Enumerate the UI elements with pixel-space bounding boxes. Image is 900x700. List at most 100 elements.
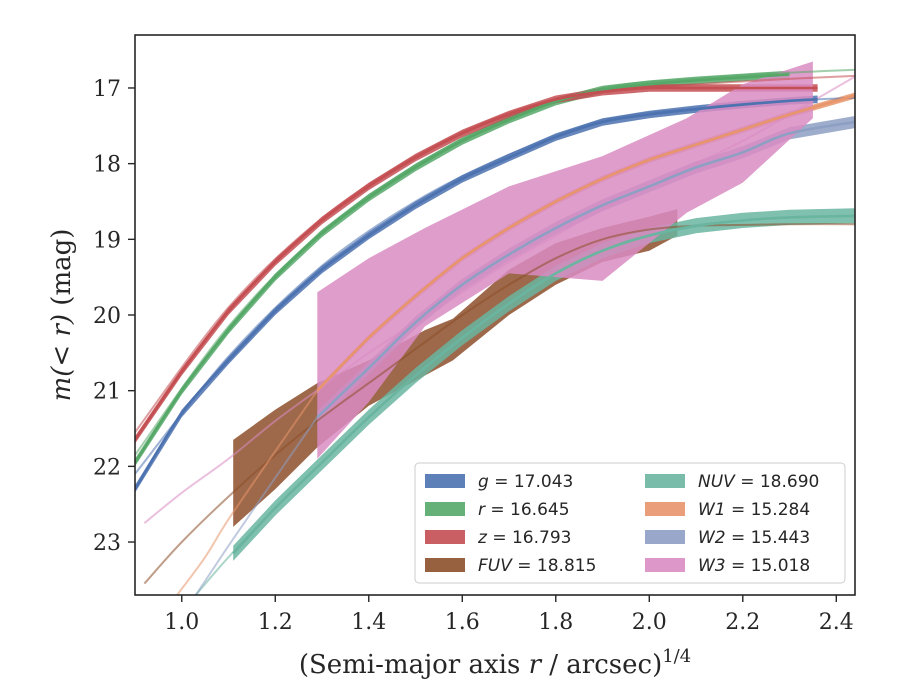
x-tick-label: 1.6 — [445, 610, 480, 635]
series-fuv-model-line — [143, 223, 855, 585]
series-z-point — [181, 371, 183, 373]
series-g-point — [695, 108, 697, 110]
legend-label-fuv: FUV = 18.815 — [478, 556, 596, 576]
legend-swatch-nuv — [645, 474, 685, 488]
series-nuv-point — [788, 216, 790, 218]
y-axis-title: m(< r) (mag) — [47, 229, 77, 402]
series-g-point — [227, 359, 229, 361]
legend-label-w1: W1 = 15.284 — [698, 500, 810, 520]
series-nuv-point — [461, 337, 463, 339]
x-tick-label: 1.2 — [258, 610, 293, 635]
series-g-point — [181, 412, 183, 414]
y-tick-label: 17 — [93, 77, 121, 102]
series-z-point — [321, 219, 323, 221]
series-r-point — [648, 83, 650, 85]
series-w1-model-line — [176, 390, 319, 595]
series-r-line — [135, 73, 790, 464]
legend-swatch-g — [425, 474, 465, 488]
series-g-point — [414, 204, 416, 206]
series-w2-line — [316, 120, 855, 419]
series-w1-point — [508, 227, 510, 229]
series-nuv-point — [274, 507, 276, 509]
legend-label-r: r = 16.645 — [478, 500, 570, 520]
y-tick-label: 23 — [93, 531, 121, 556]
y-tick-label: 21 — [93, 380, 121, 405]
legend-swatch-w3 — [645, 558, 685, 572]
axes: 1.0 1.2 1.4 1.6 1.8 2.0 2.2 2.4 17 18 19 20 21 22 23 — [93, 77, 854, 635]
series-nuv-point — [232, 552, 234, 554]
series-r-point — [461, 140, 463, 142]
series-g-point — [508, 156, 510, 158]
series-z-point — [274, 261, 276, 263]
series-g-band — [135, 95, 818, 493]
series-w2-point — [461, 284, 463, 286]
series-g-point — [742, 103, 744, 105]
series-g-point — [788, 100, 790, 102]
series-g-point — [274, 310, 276, 312]
series-r-point — [414, 166, 416, 168]
x-tick-label: 1.8 — [538, 610, 573, 635]
series-r-point — [227, 329, 229, 331]
series-w2-point — [742, 151, 744, 153]
series-r-point — [788, 73, 790, 75]
series-w2-model-line — [194, 416, 319, 595]
series-w1-point — [414, 295, 416, 297]
series-nuv-point — [508, 302, 510, 304]
legend-label-w2: W2 = 15.443 — [698, 528, 810, 548]
series-r-point — [508, 119, 510, 121]
series-w1-point — [316, 390, 318, 392]
series-z-point — [648, 87, 650, 89]
legend-frame — [414, 462, 846, 584]
series-g-point — [461, 178, 463, 180]
series-g-line — [135, 98, 818, 490]
series-w1-point — [601, 178, 603, 180]
series-nuv-point — [601, 250, 603, 252]
legend-label-nuv: NUV = 18.690 — [698, 472, 819, 492]
series-nuv-point — [555, 272, 557, 274]
series-nuv-point — [321, 461, 323, 463]
series-z-point — [508, 113, 510, 115]
series-z-point — [601, 91, 603, 93]
legend-swatch-r — [425, 502, 465, 516]
series-nuv-point — [742, 219, 744, 221]
y-tick-label: 18 — [93, 153, 121, 178]
series-g-point — [601, 121, 603, 123]
series-r-point — [274, 276, 276, 278]
series-r-point — [742, 76, 744, 78]
series-z-point — [816, 87, 818, 89]
series-g-point — [816, 98, 818, 100]
series-w1-point — [742, 128, 744, 130]
series-w1-point — [461, 257, 463, 259]
legend-swatch-w1 — [645, 502, 685, 516]
series-z-point — [788, 87, 790, 89]
x-axis-title: (Semi-major axis r / arcsec)1/4 — [299, 646, 691, 680]
series-w1-point — [695, 144, 697, 146]
legend: g = 17.043 r = 16.645 z = 16.793 FUV = 18.8… — [414, 462, 846, 584]
series-w2-point — [368, 367, 370, 369]
series-w1-point — [788, 113, 790, 115]
series-w2-point — [601, 204, 603, 206]
series-r-point — [181, 390, 183, 392]
legend-label-z: z = 16.793 — [477, 528, 571, 548]
series-w2-point — [555, 227, 557, 229]
y-tick-label: 19 — [93, 228, 121, 253]
legend-swatch-fuv — [425, 558, 465, 572]
series-g-point — [555, 136, 557, 138]
series-r-point — [601, 88, 603, 90]
series-w3-model-line — [143, 75, 855, 524]
series-w2-point — [788, 132, 790, 134]
series-w2-point — [316, 416, 318, 418]
series-w2-point — [508, 253, 510, 255]
series-w2-point — [695, 166, 697, 168]
x-axis-title-exponent: 1/4 — [662, 646, 691, 667]
series-z-point — [368, 185, 370, 187]
series-r-model-line — [135, 68, 855, 456]
series-nuv-band — [233, 208, 855, 561]
series-w2-point — [414, 321, 416, 323]
x-tick-label: 1.4 — [351, 610, 386, 635]
series-z-point — [414, 156, 416, 158]
y-tick-label: 20 — [93, 304, 121, 329]
series-g-point — [368, 234, 370, 236]
series-g-point — [321, 268, 323, 270]
